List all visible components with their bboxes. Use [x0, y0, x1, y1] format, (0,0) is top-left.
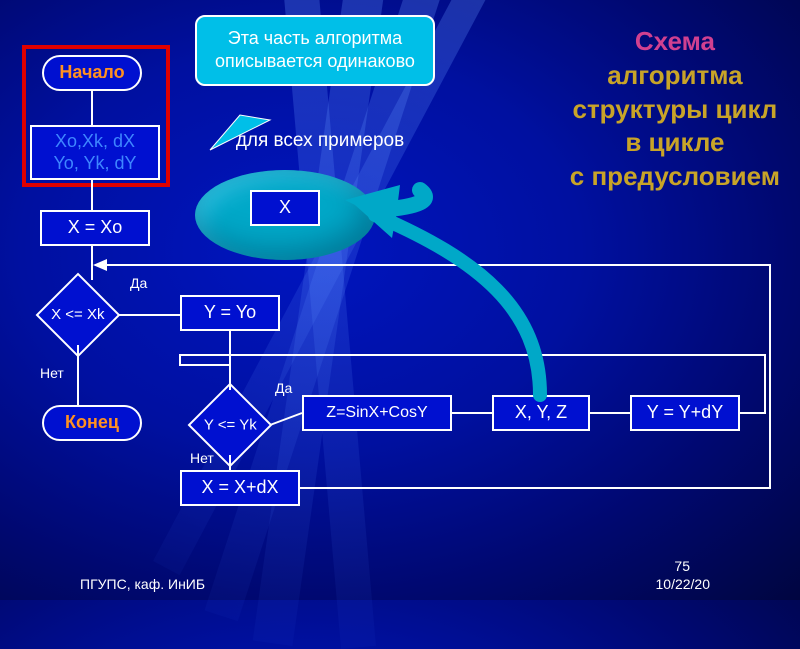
label-net2: Нет	[190, 450, 214, 466]
title-line5: с предусловием	[570, 160, 780, 194]
callout-text1: Эта часть алгоритма описывается одинаков…	[212, 27, 418, 74]
node-yinit: Y = Yo	[180, 295, 280, 331]
footer-page: 75	[674, 558, 690, 574]
node-end: Конец	[42, 405, 142, 441]
node-start: Начало	[42, 55, 142, 91]
footer-org: ПГУПС, каф. ИнИБ	[80, 576, 205, 592]
title-line1: Схема	[570, 25, 780, 59]
callout-text2: для всех примеров	[205, 130, 435, 152]
node-xcond: X <= Xk	[36, 273, 121, 358]
node-xinit: X = Xo	[40, 210, 150, 246]
footer-date: 10/22/20	[656, 576, 711, 592]
callout-box: Эта часть алгоритма описывается одинаков…	[195, 15, 435, 86]
node-zcalc: Z=SinX+CosY	[302, 395, 452, 431]
node-xinc: X = X+dX	[180, 470, 300, 506]
slide-title: Схема алгоритма структуры цикл в цикле с…	[570, 25, 780, 194]
node-xyz: X, Y, Z	[492, 395, 590, 431]
node-input: Xo,Xk, dX Yo, Yk, dY	[30, 125, 160, 180]
node-proc: X	[250, 190, 320, 226]
label-da2: Да	[275, 380, 292, 396]
title-line4: в цикле	[570, 126, 780, 160]
node-yinc: Y = Y+dY	[630, 395, 740, 431]
label-net1: Нет	[40, 365, 64, 381]
title-line3: структуры цикл	[570, 93, 780, 127]
title-line2: алгоритма	[570, 59, 780, 93]
label-da1: Да	[130, 275, 147, 291]
